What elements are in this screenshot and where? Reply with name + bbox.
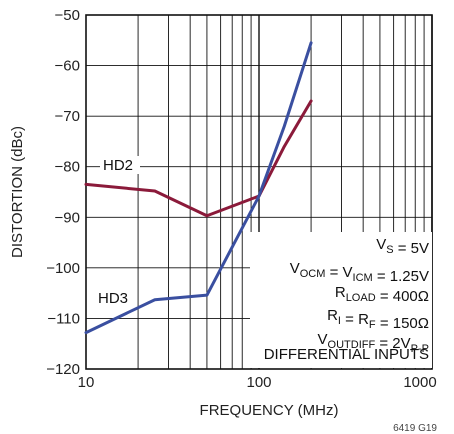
condition-subscript: I: [338, 315, 341, 327]
condition-line: RLOAD = 400Ω: [335, 284, 429, 305]
data-point-hd3: [257, 194, 261, 198]
data-point-hd3: [153, 298, 157, 301]
condition-line: DIFFERENTIAL INPUTS: [264, 346, 429, 363]
condition-line: VOUTDIFF = 2VP-P: [318, 331, 429, 355]
condition-subscript: OUTDIFF: [328, 339, 376, 351]
x-tick-label: 10: [78, 374, 95, 391]
y-tick-label: −110: [47, 310, 80, 327]
y-tick-label: −80: [55, 159, 80, 176]
condition-subscript: ICM: [353, 272, 373, 284]
x-tick-labels: 10 100 1000: [78, 374, 437, 391]
y-tick-label: −120: [46, 361, 80, 378]
series-label-hd2: HD2: [103, 157, 133, 174]
condition-subscript: F: [369, 319, 376, 331]
condition-text: = 5V: [394, 240, 429, 257]
condition-text: V: [318, 331, 328, 348]
data-point-hd2: [84, 183, 88, 186]
data-point-hd2: [309, 99, 313, 103]
condition-text: R: [327, 307, 338, 324]
data-point-hd3: [84, 331, 88, 334]
condition-text: = 2V: [375, 335, 410, 352]
series-label-hd3: HD3: [98, 290, 128, 307]
condition-text: = 1.25V: [373, 268, 429, 285]
condition-text: = 150Ω: [376, 315, 429, 332]
plot-frame: [85, 14, 433, 370]
y-tick-labels: −50 −60 −70 −80 −90 −100 −110 −120: [46, 7, 80, 378]
series-label-bg: [100, 156, 140, 174]
data-point-hd2: [205, 214, 209, 217]
x-axis-label: FREQUENCY (MHz): [200, 402, 339, 419]
data-point-hd2: [153, 189, 157, 193]
condition-subscript: OCM: [300, 268, 326, 280]
condition-text: = R: [341, 311, 369, 328]
condition-text: = 400Ω: [376, 288, 429, 305]
y-tick-label: −100: [46, 260, 80, 277]
y-axis-label: DISTORTION (dBc): [9, 126, 26, 258]
condition-subscript: P-P: [411, 343, 429, 355]
y-tick-label: −90: [55, 209, 80, 226]
condition-line: RI = RF = 150Ω: [327, 307, 429, 332]
y-tick-label: −60: [55, 58, 80, 75]
condition-line: VS = 5V: [376, 236, 429, 257]
condition-subscript: LOAD: [346, 292, 376, 304]
condition-text: V: [376, 236, 386, 253]
figure-id: 6419 G19: [393, 423, 437, 434]
y-tick-label: −70: [55, 108, 80, 125]
condition-text: DIFFERENTIAL INPUTS: [264, 346, 429, 363]
data-point-hd3: [309, 41, 313, 45]
series-label-bg: [95, 289, 135, 307]
condition-text: = V: [325, 264, 352, 281]
conditions-bg: [250, 232, 432, 368]
series-line-hd2: [84, 99, 313, 218]
data-point-hd2: [283, 145, 286, 148]
condition-subscript: S: [386, 244, 393, 256]
y-tick-label: −50: [55, 7, 80, 24]
condition-text: R: [335, 284, 346, 301]
x-tick-label: 1000: [403, 374, 436, 391]
data-point-hd3: [283, 125, 286, 128]
data-point-hd3: [205, 293, 209, 297]
series-layer: HD2 HD3: [84, 41, 313, 335]
x-tick-label: 100: [246, 374, 271, 391]
condition-text: V: [290, 260, 300, 277]
condition-line: VOCM = VICM = 1.25V: [290, 260, 429, 285]
series-line-hd3: [84, 41, 313, 335]
